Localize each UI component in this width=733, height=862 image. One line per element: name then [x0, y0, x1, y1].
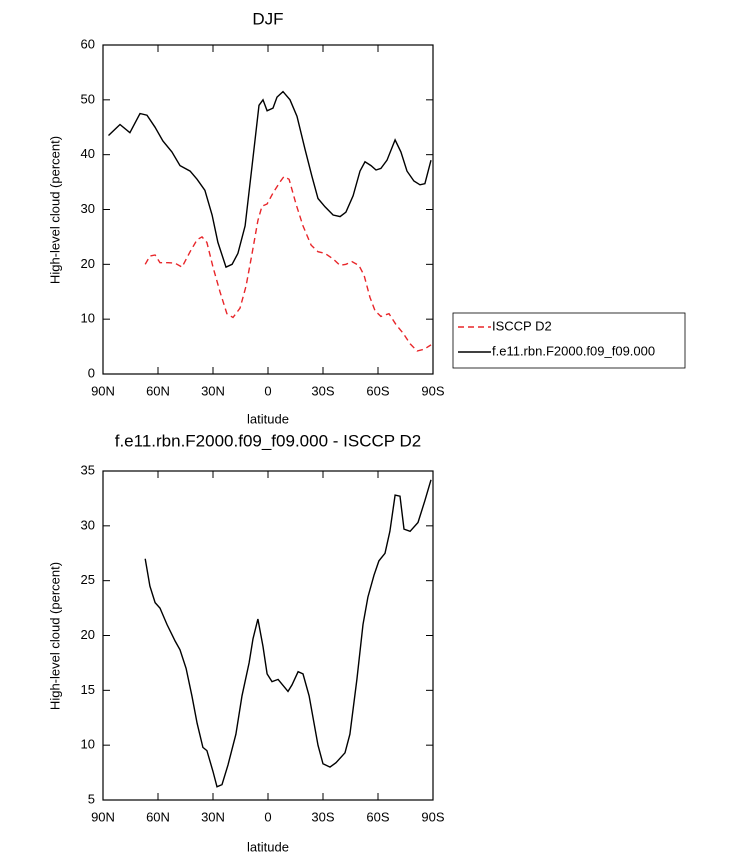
x-axis-label: latitude — [247, 839, 289, 854]
x-tick-label: 60S — [366, 809, 389, 824]
y-tick-label: 0 — [88, 365, 95, 380]
x-tick-label: 30S — [311, 809, 334, 824]
plot-frame — [102, 44, 434, 375]
x-tick-label: 60S — [366, 383, 389, 398]
y-tick-label: 30 — [81, 517, 95, 532]
plot-frame — [102, 470, 434, 801]
legend-label: f.e11.rbn.F2000.f09_f09.000 — [492, 343, 655, 358]
y-tick-label: 25 — [81, 572, 95, 587]
x-tick-label: 0 — [264, 809, 271, 824]
x-tick-label: 90N — [91, 383, 115, 398]
chart-title: f.e11.rbn.F2000.f09_f09.000 - ISCCP D2 — [115, 431, 422, 450]
y-tick-label: 40 — [81, 146, 95, 161]
y-tick-label: 10 — [81, 737, 95, 752]
y-tick-label: 20 — [81, 627, 95, 642]
x-tick-label: 90S — [421, 809, 444, 824]
x-tick-label: 30N — [201, 809, 225, 824]
y-tick-label: 10 — [81, 311, 95, 326]
series-line — [144, 175, 432, 352]
chart-title: DJF — [252, 9, 283, 28]
x-axis-label: latitude — [247, 411, 289, 426]
y-tick-label: 35 — [81, 462, 95, 477]
x-tick-label: 90S — [421, 383, 444, 398]
x-tick-label: 60N — [146, 809, 170, 824]
x-tick-label: 90N — [91, 809, 115, 824]
legend-label: ISCCP D2 — [492, 318, 552, 333]
legend-box — [452, 312, 686, 369]
series-line — [144, 479, 432, 788]
y-tick-label: 30 — [81, 201, 95, 216]
series-line — [108, 90, 432, 269]
y-tick-label: 15 — [81, 682, 95, 697]
x-tick-label: 30S — [311, 383, 334, 398]
x-tick-label: 30N — [201, 383, 225, 398]
x-tick-label: 0 — [264, 383, 271, 398]
y-axis-label: High-level cloud (percent) — [47, 136, 62, 284]
y-tick-label: 5 — [88, 791, 95, 806]
y-tick-label: 20 — [81, 256, 95, 271]
y-axis-label: High-level cloud (percent) — [47, 562, 62, 710]
y-tick-label: 50 — [81, 91, 95, 106]
x-tick-label: 60N — [146, 383, 170, 398]
y-tick-label: 60 — [81, 36, 95, 51]
